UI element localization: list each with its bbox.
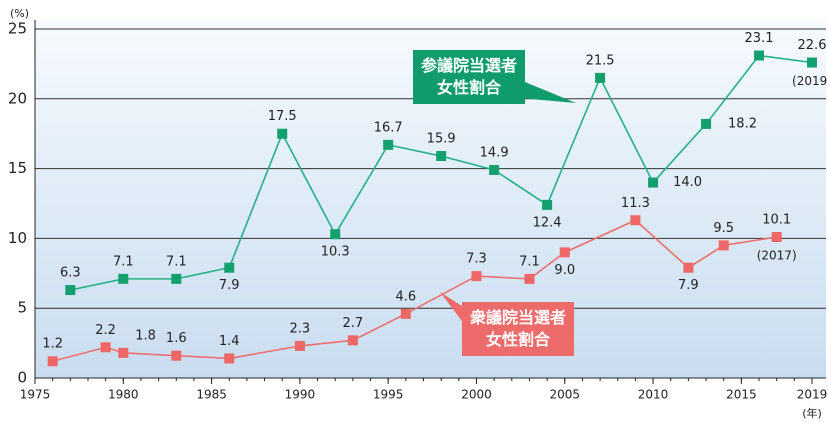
- marker: [224, 262, 235, 273]
- data-label: 2.2: [95, 323, 116, 338]
- data-label: 21.5: [586, 53, 615, 68]
- callout-pointer: [520, 80, 576, 103]
- marker: [294, 340, 305, 351]
- data-label: 14.9: [480, 145, 509, 160]
- marker: [524, 273, 535, 284]
- data-label: 2.7: [343, 316, 364, 331]
- y-tick-label: 25: [8, 20, 27, 38]
- data-label: 2.3: [290, 321, 311, 336]
- data-label: 22.6: [798, 38, 827, 53]
- x-tick-label: 2015: [726, 388, 757, 402]
- data-label: 18.2: [728, 116, 757, 131]
- data-label: 12.4: [533, 215, 562, 230]
- marker: [383, 139, 394, 150]
- marker: [630, 215, 641, 226]
- legend-callout: 参議院当選者 女性割合: [413, 50, 526, 104]
- data-label: 17.5: [268, 109, 297, 124]
- data-label: 9.0: [554, 263, 575, 278]
- y-unit: (%): [10, 7, 29, 20]
- x-tick-label: 1975: [20, 388, 51, 402]
- marker: [771, 232, 782, 243]
- marker: [436, 151, 447, 162]
- data-label: 7.9: [219, 278, 240, 293]
- legend-callout: 衆議院当選者 女性割合: [462, 302, 575, 356]
- marker: [489, 164, 500, 175]
- data-label: 7.1: [166, 254, 187, 269]
- x-tick-label: 1980: [108, 388, 139, 402]
- x-unit: (年): [802, 406, 822, 420]
- data-label: 6.3: [60, 266, 81, 281]
- data-label: 11.3: [621, 196, 650, 211]
- data-label: 14.0: [673, 175, 702, 190]
- marker: [347, 335, 358, 346]
- data-label: 10.1: [762, 213, 791, 228]
- x-tick-label: 1985: [196, 388, 227, 402]
- annotation: (2019): [792, 74, 828, 88]
- marker: [330, 229, 341, 240]
- x-tick-label: 2005: [549, 388, 580, 402]
- marker: [277, 128, 288, 139]
- data-label: 1.8: [135, 328, 156, 343]
- callout-pointer: [440, 292, 465, 325]
- marker: [118, 273, 129, 284]
- marker: [683, 262, 694, 273]
- marker: [224, 353, 235, 364]
- data-label: 10.3: [321, 245, 350, 260]
- y-tick-label: 20: [8, 89, 27, 107]
- data-label: 16.7: [374, 120, 403, 135]
- data-label: 15.9: [427, 132, 456, 147]
- data-label: 7.1: [113, 254, 134, 269]
- marker: [701, 118, 712, 129]
- data-label: 1.2: [42, 337, 63, 352]
- data-label: 4.6: [395, 289, 416, 304]
- x-tick-label: 2010: [638, 388, 669, 402]
- marker: [807, 57, 817, 68]
- data-label: 7.3: [466, 252, 487, 267]
- x-tick-label: 2000: [461, 388, 492, 402]
- y-tick-label: 10: [8, 229, 27, 247]
- marker: [542, 199, 553, 210]
- marker: [47, 356, 58, 367]
- marker: [595, 72, 606, 83]
- x-tick-label: 1990: [285, 388, 316, 402]
- x-tick-label: 2019: [797, 388, 828, 402]
- marker: [400, 308, 411, 319]
- annotation: (2017): [757, 249, 797, 263]
- marker: [171, 273, 182, 284]
- data-label: 1.6: [166, 331, 187, 346]
- data-label: 1.4: [219, 334, 240, 349]
- marker: [65, 285, 76, 296]
- marker: [754, 50, 765, 61]
- data-label: 7.9: [678, 278, 699, 293]
- marker: [559, 247, 570, 258]
- y-tick-label: 15: [8, 159, 27, 177]
- marker: [471, 271, 482, 282]
- marker: [118, 347, 129, 358]
- y-tick-label: 0: [17, 369, 27, 387]
- data-label: 23.1: [745, 31, 774, 46]
- marker: [718, 240, 729, 251]
- marker: [648, 177, 659, 188]
- y-tick-label: 5: [17, 299, 27, 317]
- x-tick-label: 1995: [373, 388, 404, 402]
- data-label: 7.1: [519, 254, 540, 269]
- marker: [171, 350, 182, 361]
- data-label: 9.5: [713, 221, 734, 236]
- marker: [100, 342, 111, 353]
